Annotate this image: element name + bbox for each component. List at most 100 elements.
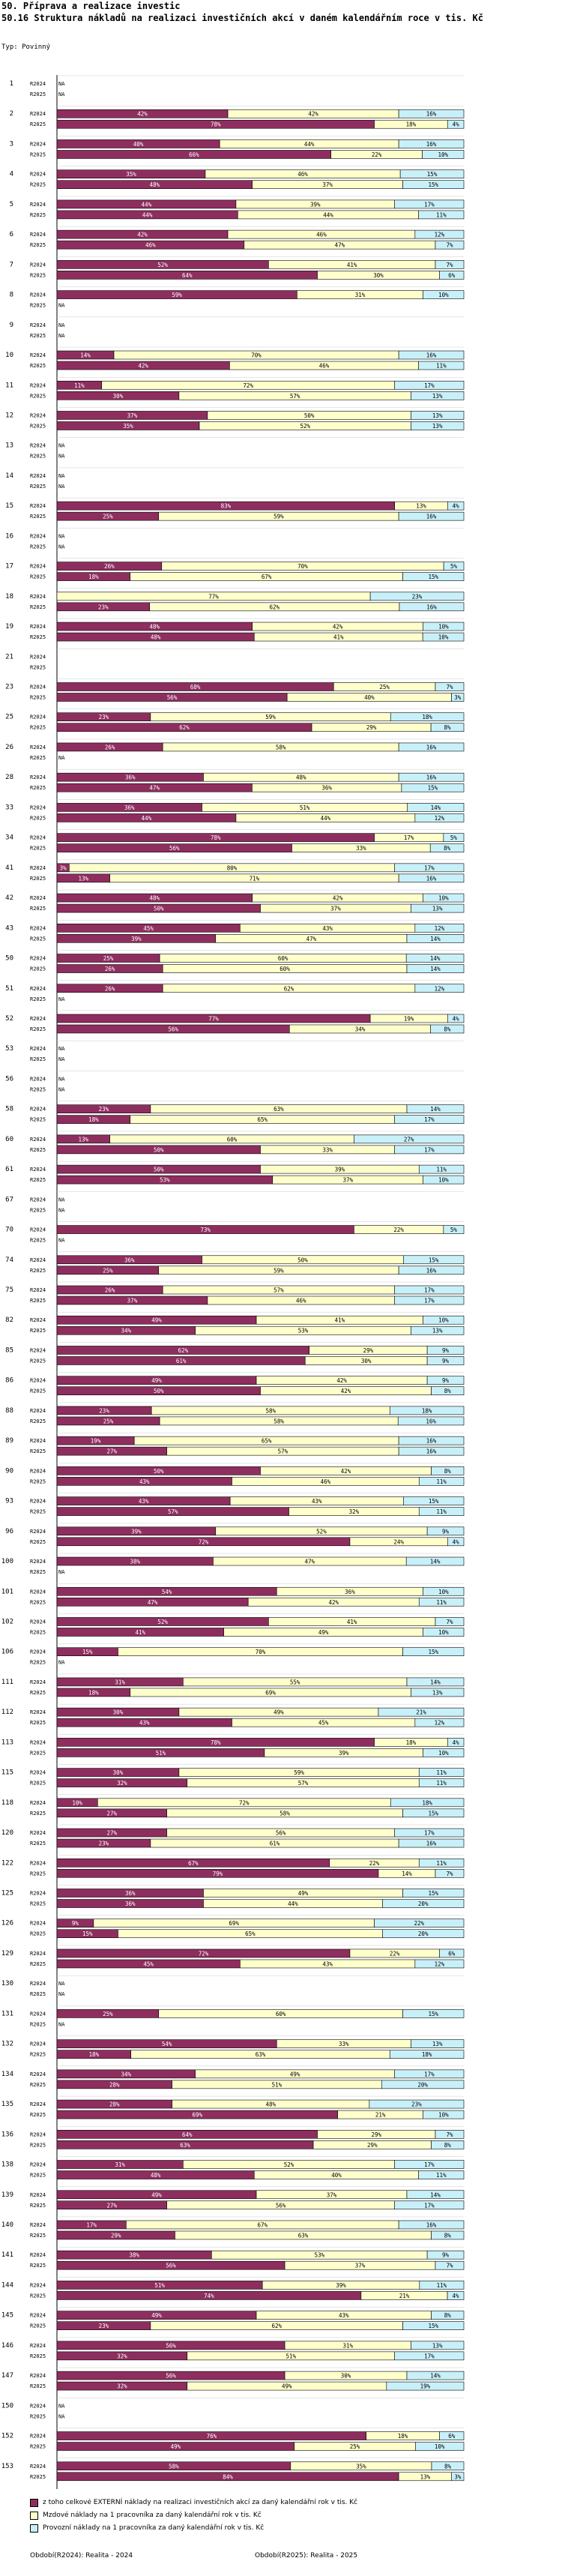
data-label-118-r2025-s3: 15%	[429, 1810, 439, 1817]
data-label-11-r2025-s3: 13%	[432, 393, 443, 400]
legend-swatch-external-costs	[30, 2499, 38, 2507]
bar-segment-50-r2025-s3	[406, 964, 465, 973]
data-label-17-r2025-s3: 15%	[429, 574, 439, 580]
data-label-61-r2025-s3: 10%	[438, 1177, 449, 1184]
bar-segment-139-r2024-s3	[406, 2190, 465, 2200]
row-label-R2024: R2024	[30, 1559, 46, 1565]
data-label-115-r2025-s2: 57%	[298, 1780, 309, 1787]
data-label-60-r2025-s2: 33%	[322, 1146, 333, 1153]
data-label-74-r2025-s2: 59%	[274, 1267, 284, 1274]
group-label-147: 147	[1, 2372, 13, 2380]
data-label-75-r2025-s2: 46%	[296, 1298, 306, 1304]
data-label-145-r2024-s2: 43%	[339, 2312, 349, 2319]
data-label-6-r2024-s3: 12%	[435, 232, 445, 238]
legend-swatch-operating-costs	[30, 2524, 38, 2533]
data-label-26-r2024-s2: 58%	[276, 744, 286, 750]
data-label-88-r2024-s3: 18%	[422, 1407, 432, 1414]
group-label-17: 17	[5, 563, 13, 571]
data-label-19-r2025-s3: 10%	[438, 634, 449, 641]
row-label-R2025: R2025	[30, 212, 46, 218]
data-label-126-r2025-s1: 15%	[82, 1931, 93, 1937]
group-label-126: 126	[1, 1920, 13, 1928]
data-label-2-r2024-s3: 16%	[426, 111, 437, 118]
data-label-12-r2024-s2: 50%	[304, 412, 315, 419]
data-label-90-r2025-s1: 43%	[139, 1478, 150, 1485]
bar-segment-86-r2024-s3	[426, 1376, 465, 1385]
data-label-93-r2024-s1: 43%	[139, 1498, 149, 1505]
data-label-42-r2025-s1: 50%	[154, 906, 164, 912]
bar-segment-50-r2024-s3	[405, 954, 465, 963]
data-label-141-r2025-s3: 7%	[446, 2263, 453, 2269]
na-label: NA	[58, 1076, 65, 1082]
data-label-42-r2024-s3: 10%	[438, 895, 449, 902]
row-label-R2025: R2025	[30, 1991, 46, 1997]
data-label-52-r2025-s1: 56%	[168, 1026, 178, 1032]
group-label-130: 130	[1, 1980, 13, 1987]
data-label-34-r2025-s3: 8%	[444, 845, 451, 852]
data-label-2-r2025-s3: 4%	[453, 121, 460, 128]
row-label-R2024: R2024	[30, 1287, 46, 1293]
data-label-28-r2025-s2: 36%	[321, 785, 332, 792]
row-label-R2025: R2025	[30, 755, 46, 761]
bar-segment-118-r2025-s3	[402, 1808, 465, 1818]
bar-segment-61-r2024-s3	[418, 1164, 465, 1174]
data-label-129-r2025-s2: 43%	[322, 1960, 333, 1967]
group-label-134: 134	[1, 2071, 13, 2078]
data-label-15-r2025-s2: 59%	[274, 514, 284, 520]
data-label-28-r2024-s1: 36%	[125, 774, 136, 781]
data-label-28-r2024-s2: 48%	[296, 774, 306, 781]
data-label-61-r2025-s2: 37%	[342, 1177, 353, 1184]
bar-segment-82-r2024-s3	[423, 1315, 465, 1325]
data-label-141-r2025-s1: 56%	[166, 2263, 176, 2269]
data-label-135-r2025-s2: 21%	[375, 2112, 386, 2119]
bar-segment-122-r2024-s3	[418, 1858, 465, 1868]
bar-segment-74-r2024-s3	[403, 1255, 465, 1265]
group-label-34: 34	[5, 834, 13, 842]
bar-segment-85-r2024-s3	[426, 1346, 465, 1355]
data-label-146-r2025-s1: 32%	[117, 2353, 127, 2359]
bar-segment-129-r2025-s3	[414, 1959, 465, 1969]
group-label-28: 28	[5, 774, 13, 781]
data-label-41-r2024-s2: 80%	[227, 864, 238, 871]
data-label-138-r2025-s2: 40%	[331, 2172, 342, 2179]
data-label-120-r2024-s3: 17%	[424, 1830, 435, 1837]
legend-item-operating-costs: Provozní náklady na 1 pracovníka za daný…	[30, 2522, 357, 2535]
data-label-129-r2024-s3: 6%	[448, 1950, 456, 1957]
data-label-126-r2024-s2: 69%	[229, 1920, 239, 1927]
group-label-153: 153	[1, 2463, 13, 2470]
data-label-41-r2025-s3: 16%	[426, 875, 437, 882]
data-label-19-r2024-s1: 48%	[150, 624, 160, 631]
legend-item-wage-costs: Mzdové náklady na 1 pracovníka za daný k…	[30, 2509, 357, 2522]
data-label-28-r2025-s3: 15%	[428, 785, 438, 792]
bar-segment-8-r2024-s3	[423, 290, 465, 299]
data-label-118-r2025-s1: 27%	[107, 1810, 118, 1817]
row-label-R2024: R2024	[30, 1378, 46, 1384]
bar-segment-11-r2024-s3	[394, 380, 465, 390]
data-label-7-r2024-s2: 41%	[347, 262, 357, 268]
data-label-111-r2024-s2: 55%	[290, 1679, 300, 1685]
data-label-115-r2024-s3: 11%	[436, 1769, 447, 1776]
data-label-90-r2024-s3: 8%	[444, 1468, 452, 1475]
data-label-93-r2025-s1: 57%	[168, 1508, 178, 1515]
data-label-89-r2025-s1: 27%	[107, 1448, 118, 1455]
bar-segment-131-r2024-s3	[402, 2009, 465, 2018]
data-label-85-r2025-s2: 30%	[361, 1358, 372, 1364]
row-label-R2024: R2024	[30, 564, 46, 570]
bar-segment-60-r2024-s3	[354, 1134, 465, 1144]
period-left: Období(R2024): Realita - 2024	[30, 2552, 133, 2560]
data-label-125-r2025-s1: 36%	[125, 1901, 136, 1907]
bar-segment-6-r2025-s3	[435, 240, 465, 250]
data-label-122-r2025-s2: 14%	[402, 1871, 412, 1877]
group-label-106: 106	[1, 1649, 13, 1656]
bar-segment-58-r2024-s3	[406, 1104, 465, 1113]
data-label-146-r2025-s3: 17%	[424, 2353, 435, 2359]
data-label-2-r2024-s1: 42%	[137, 111, 148, 118]
data-label-75-r2024-s2: 57%	[274, 1287, 284, 1294]
group-label-125: 125	[1, 1890, 13, 1898]
data-label-147-r2024-s3: 14%	[430, 2373, 441, 2380]
group-label-85: 85	[5, 1346, 13, 1354]
data-label-74-r2024-s2: 50%	[297, 1257, 308, 1263]
data-label-43-r2024-s3: 12%	[435, 925, 445, 932]
row-label-R2024: R2024	[30, 804, 46, 810]
data-label-122-r2024-s1: 67%	[188, 1860, 199, 1867]
